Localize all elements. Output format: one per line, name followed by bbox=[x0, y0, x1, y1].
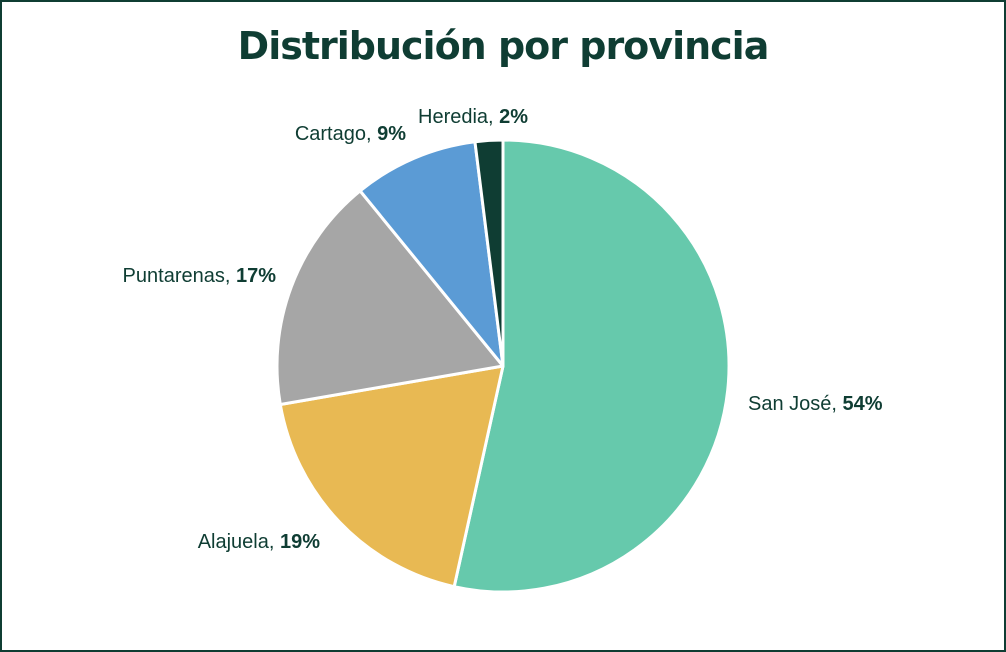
slice-label-value: 54% bbox=[843, 393, 883, 415]
pie-slice-heredia bbox=[473, 138, 505, 368]
pie-slice-cartago bbox=[358, 140, 505, 368]
slice-label-value: 19% bbox=[280, 531, 320, 553]
pie-slice-san-jose bbox=[452, 138, 731, 594]
slice-label-name: Puntarenas, bbox=[123, 265, 236, 287]
slice-label-value: 2% bbox=[499, 106, 528, 128]
slice-label: San José, 54% bbox=[748, 393, 883, 415]
slice-label: Puntarenas, 17% bbox=[123, 265, 277, 287]
slice-label: Alajuela, 19% bbox=[198, 531, 321, 553]
slice-label-name: San José, bbox=[748, 393, 843, 415]
slice-label: Heredia, 2% bbox=[418, 106, 528, 128]
chart-title: Distribución por provincia bbox=[237, 24, 770, 68]
slice-label-value: 17% bbox=[236, 265, 276, 287]
slice-label-value: 9% bbox=[377, 123, 406, 145]
pie-slice-alajuela bbox=[278, 364, 505, 589]
slice-label-name: Alajuela, bbox=[198, 531, 280, 553]
slice-label: Cartago, 9% bbox=[295, 123, 406, 145]
pie-slice-puntarenas bbox=[275, 189, 505, 406]
slice-label-name: Heredia, bbox=[418, 106, 499, 128]
slice-label-name: Cartago, bbox=[295, 123, 377, 145]
